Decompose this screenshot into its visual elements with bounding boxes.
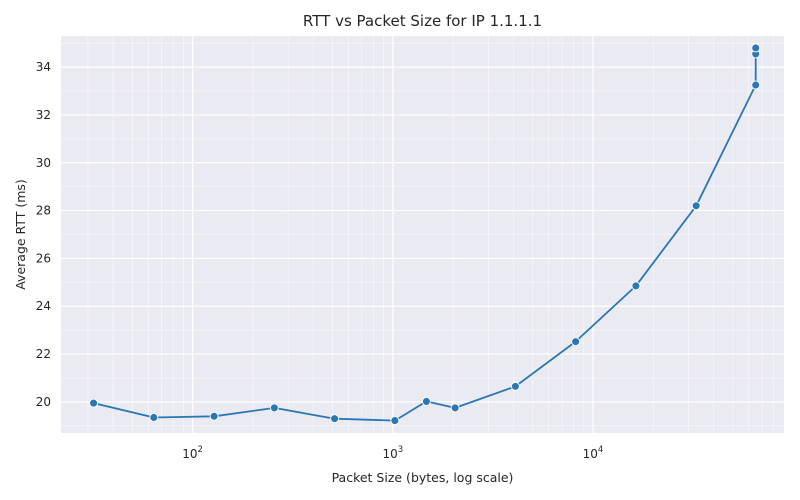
data-point: [450, 403, 460, 413]
y-tick-label: 20: [36, 395, 51, 409]
y-tick-label: 24: [36, 299, 51, 313]
x-axis-title: Packet Size (bytes, log scale): [332, 470, 514, 485]
data-point: [149, 413, 159, 422]
data-point: [751, 80, 761, 90]
y-tick-label: 30: [36, 156, 51, 170]
data-point: [631, 281, 641, 291]
data-point: [89, 398, 99, 408]
y-tick-label: 22: [36, 347, 51, 361]
x-tick-label: 102: [182, 445, 203, 461]
x-tick-label: 103: [382, 445, 403, 461]
tick-labels: 102 103 104 20 22 24 26 28 30 32 34: [36, 60, 604, 461]
data-point: [209, 411, 219, 421]
y-tick-label: 32: [36, 108, 51, 122]
y-axis-title: Average RTT (ms): [13, 179, 28, 290]
chart-title: RTT vs Packet Size for IP 1.1.1.1: [303, 12, 542, 30]
data-point: [421, 396, 431, 406]
x-tick-label: 104: [583, 445, 604, 461]
grid-lines: [61, 36, 784, 433]
y-tick-label: 28: [36, 204, 51, 218]
y-tick-label: 26: [36, 251, 51, 265]
data-point: [571, 337, 581, 347]
y-tick-label: 34: [36, 60, 51, 74]
data-point: [330, 414, 340, 424]
data-point: [691, 201, 701, 211]
data-point: [751, 43, 761, 53]
data-point: [269, 403, 279, 413]
data-series: [89, 43, 761, 426]
data-point: [510, 381, 520, 391]
data-point: [390, 416, 400, 426]
